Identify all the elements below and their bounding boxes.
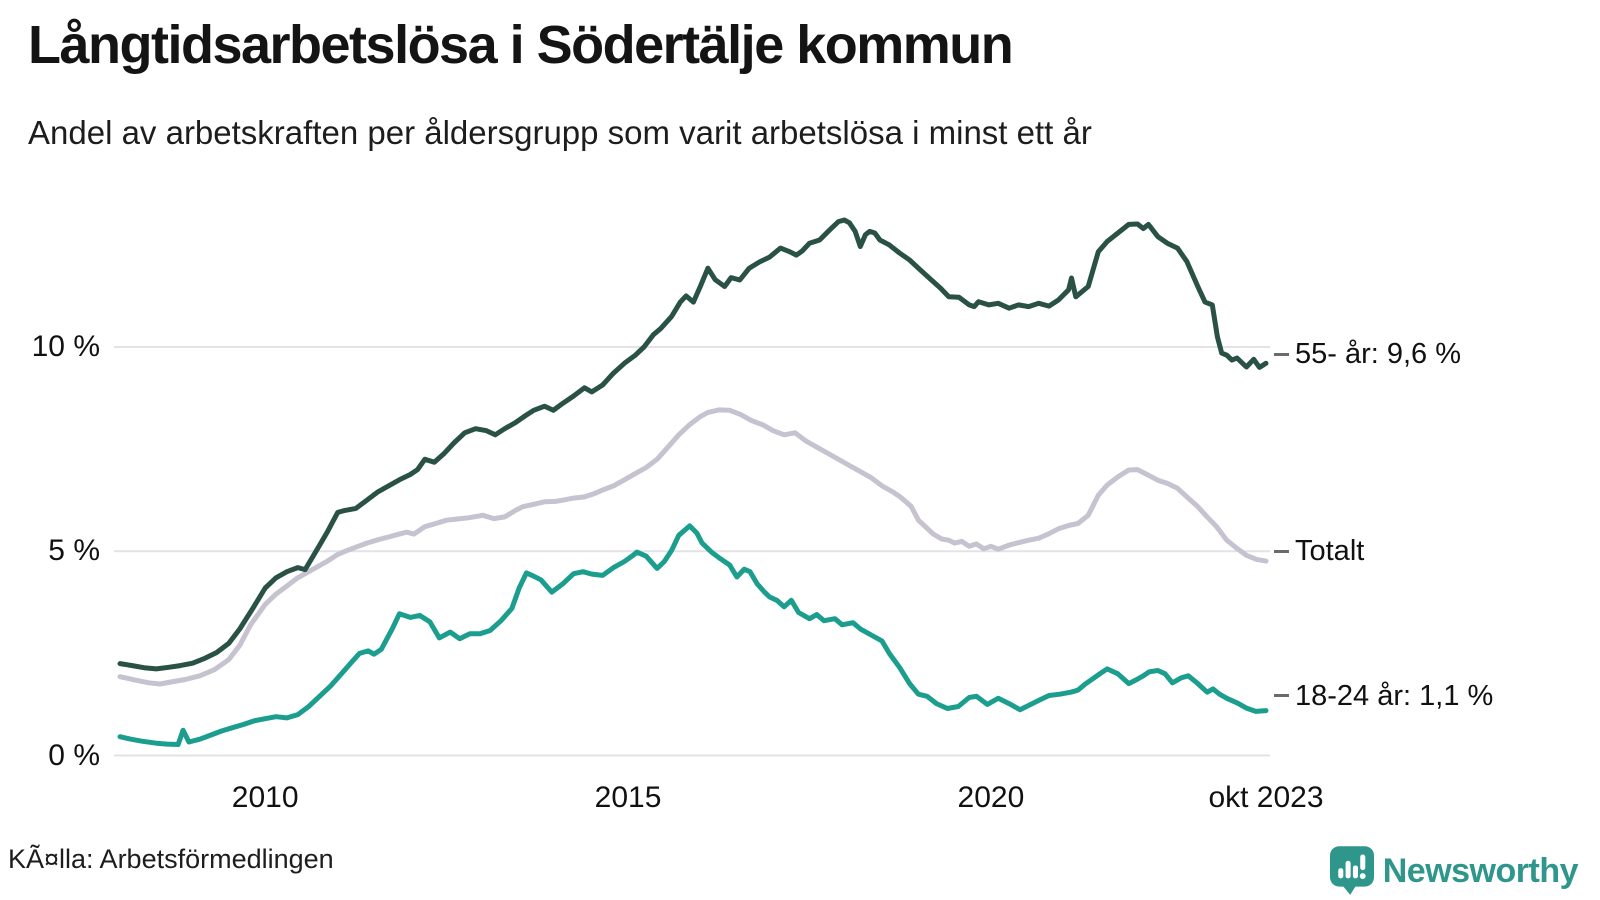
- series-label-text: Totalt: [1295, 535, 1365, 568]
- x-tick-label: 2010: [231, 781, 299, 814]
- newsworthy-logo: Newsworthy: [1329, 846, 1579, 896]
- series-label-text: 55- år: 9,6 %: [1295, 338, 1462, 371]
- label-leader-dash: [1274, 549, 1289, 553]
- page-subtitle: Andel av arbetskraften per åldersgrupp s…: [28, 114, 1092, 151]
- label-leader-dash: [1274, 352, 1289, 356]
- y-tick-label: 10 %: [31, 330, 100, 363]
- x-tick-label: okt 2023: [1208, 781, 1324, 814]
- page-title: Långtidsarbetslösa i Södertälje kommun: [28, 15, 1014, 75]
- series-end-label-totalt: Totalt: [1274, 533, 1364, 569]
- series-end-label-18-24-ar: 18-24 år: 1,1 %: [1274, 678, 1493, 714]
- source-text: KÃ¤lla: Arbetsförmedlingen: [8, 844, 334, 874]
- newsworthy-wordmark: Newsworthy: [1382, 851, 1579, 890]
- series-label-text: 18-24 år: 1,1 %: [1295, 679, 1494, 712]
- label-leader-dash: [1274, 694, 1289, 698]
- series-line-55-ar: [117, 217, 1269, 672]
- y-tick-label: 5 %: [48, 534, 100, 568]
- x-tick-label: 2020: [957, 781, 1025, 814]
- series-end-label-55-ar: 55- år: 9,6 %: [1274, 336, 1461, 372]
- series-line-totalt: [117, 407, 1269, 687]
- newsworthy-icon: [1329, 846, 1374, 895]
- series-line-18-24-ar: [117, 523, 1269, 747]
- y-tick-label: 0 %: [48, 738, 100, 772]
- x-tick-label: 2015: [594, 781, 662, 814]
